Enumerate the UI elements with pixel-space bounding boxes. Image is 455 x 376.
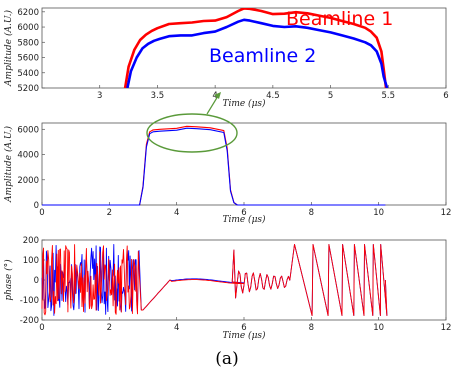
panel-phase: 0 2 4 6 8 10 12 -200 -100 0 100 200 Time (μs) phase (… [3,236,451,341]
y-tick-label: 2000 [17,176,39,186]
zoom-arrow-head [214,92,221,99]
figure-caption: (a) [215,349,238,369]
y-tick-label: 6000 [17,23,39,33]
zoom-highlight-ellipse [146,113,238,153]
x-tick-label: 5.5 [382,91,396,101]
x-tick-label: 3 [97,91,102,101]
series-line-beamline-1 [42,125,386,206]
x-tick-label: 10 [373,323,384,333]
x-tick-label: 4.5 [266,91,280,101]
series-line-beamline-1 [123,8,388,88]
y-axis-label: Amplitude (A.U.) [3,126,14,203]
y-axis-label: Amplitude (A.U.) [3,10,14,87]
y-tick-label: 100 [23,256,39,266]
x-tick-label: 4 [174,208,179,218]
series-line-beamline-2 [126,18,389,88]
series-group [123,8,389,88]
x-tick-label: 6 [443,91,448,101]
x-tick-label: 2 [107,208,112,218]
x-tick-label: 4 [212,91,217,101]
x-tick-label: 8 [309,323,314,333]
y-axis-label: phase (°) [3,259,14,301]
y-tick-label: 5800 [17,38,39,48]
x-tick-label: 5 [328,91,333,101]
panel-zoomed-amplitude: 3 3.5 4 4.5 5 5.5 6 5200 5400 5600 5800 6000 6200 Tim… [3,7,449,109]
y-tick-label: 0 [34,201,39,211]
x-axis-label: Time (μs) [222,98,266,109]
y-tick-label: 6200 [17,8,39,18]
y-tick-label: -200 [20,316,39,326]
y-tick-label: 200 [23,236,39,246]
x-tick-label: 2 [107,323,112,333]
x-tick-label: 12 [441,323,452,333]
x-tick-label: 0 [39,208,44,218]
x-axis-label: Time (μs) [222,330,266,341]
x-tick-label: 12 [441,208,452,218]
y-tick-label: 5400 [17,69,39,79]
x-tick-label: 0 [39,323,44,333]
y-tick-label: 4000 [17,151,39,161]
annotation-beamline-2: Beamline 2 [209,45,316,67]
x-tick-label: 8 [309,208,314,218]
y-tick-label: 5600 [17,54,39,64]
x-tick-label: 6 [241,323,246,333]
x-tick-label: 4 [174,323,179,333]
y-tick-label: -100 [20,296,39,306]
x-tick-label: 3.5 [151,91,165,101]
x-tick-label: 10 [373,208,384,218]
series-line-beamline-1 [41,243,388,317]
panel-amplitude: 0 2 4 6 8 10 12 0 2000 4000 6000 Time (μs) Amplitude… [3,122,452,225]
y-tick-label: 0 [34,276,39,286]
x-axis-label: Time (μs) [222,214,266,225]
series-line-beamline-2 [42,127,386,206]
annotation-beamline-1: Beamline 1 [286,8,393,30]
plot-frame [41,122,447,206]
x-tick-label: 6 [241,208,246,218]
y-tick-label: 5200 [17,84,39,94]
zoom-arrow [206,95,219,115]
y-tick-label: 6000 [17,125,39,135]
